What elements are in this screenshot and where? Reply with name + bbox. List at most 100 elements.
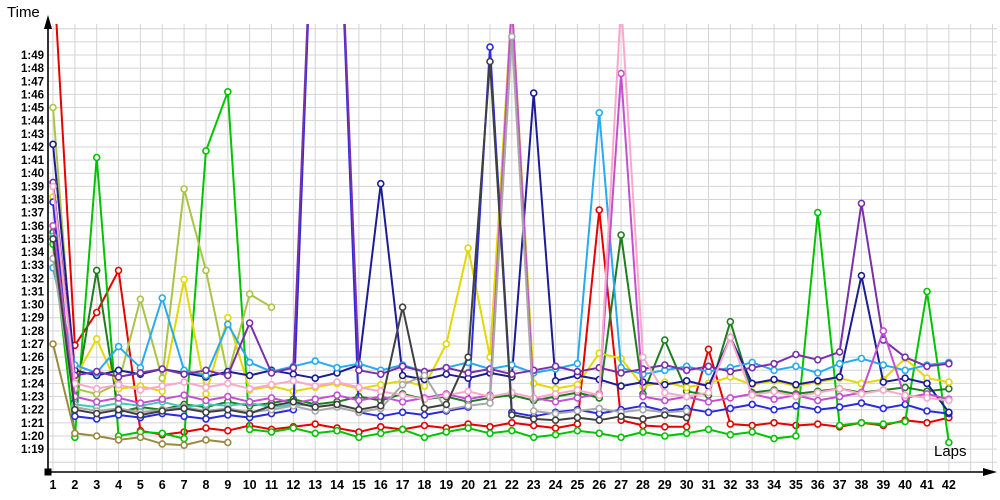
y-tick-label: 1:49	[21, 50, 44, 62]
data-point-pink	[442, 391, 451, 400]
series-layer	[49, 24, 953, 450]
series-line-green	[52, 90, 950, 443]
data-point-dark-gray	[92, 409, 101, 418]
data-point-sky-blue	[224, 320, 232, 329]
y-tick-label: 1:38	[21, 195, 45, 207]
x-tick-label: 2	[71, 478, 78, 492]
y-tick-label: 1:46	[21, 89, 44, 101]
data-point-gray	[529, 407, 538, 415]
data-point-green	[333, 426, 341, 435]
data-point-navy	[813, 376, 822, 385]
data-point-orchid	[398, 397, 407, 406]
data-point-dark-green	[945, 384, 953, 393]
data-point-pink	[792, 392, 800, 401]
data-point-red	[748, 421, 757, 430]
data-point-green	[311, 429, 320, 438]
x-tick-label: 11	[265, 478, 278, 492]
data-point-red	[529, 421, 538, 430]
data-point-purple	[289, 363, 298, 372]
data-point-pink	[551, 390, 560, 398]
axes	[44, 15, 997, 476]
data-point-pink	[398, 391, 407, 400]
data-point-navy	[770, 375, 778, 384]
data-point-red	[420, 421, 429, 430]
data-point-purple	[136, 369, 145, 377]
data-point-orchid	[224, 392, 232, 401]
data-point-purple	[857, 199, 866, 208]
data-point-gray	[486, 399, 494, 407]
x-tick-labels: 1 2 3 4 5 6 7 8 9 10 11 12 13 14 15 16 17 18 19 20 21 22 23 24 2…	[50, 478, 956, 492]
data-point-navy	[442, 370, 451, 379]
data-point-red	[813, 420, 822, 428]
x-tick-label: 38	[854, 478, 868, 492]
y-tick-label: 1:41	[21, 155, 45, 167]
data-point-orchid	[879, 327, 888, 335]
series-red	[55, 24, 953, 439]
x-tick-label: 7	[181, 478, 188, 492]
data-point-blue	[770, 405, 778, 414]
data-point-green	[158, 429, 167, 438]
data-point-dark-gray	[158, 407, 167, 415]
y-tick-label: 1:24	[21, 378, 45, 390]
data-point-blue	[813, 405, 822, 414]
data-point-sky-blue	[813, 369, 822, 377]
data-point-purple	[726, 367, 735, 376]
data-point-yellow-green	[202, 266, 210, 275]
data-point-yellow-green	[49, 103, 57, 112]
y-tick-label: 1:23	[21, 392, 44, 404]
data-point-orchid	[92, 397, 101, 406]
data-point-pink	[355, 383, 363, 392]
data-point-dark-green	[92, 266, 101, 275]
x-tick-label: 35	[789, 478, 803, 492]
data-point-navy	[682, 376, 691, 385]
data-point-sky-blue	[311, 357, 320, 365]
data-point-dark-gray	[639, 415, 647, 423]
data-point-sky-blue	[595, 109, 604, 117]
data-point-blue	[420, 411, 429, 419]
data-point-purple	[224, 371, 232, 380]
x-tick-label: 4	[115, 478, 122, 492]
data-point-navy	[945, 408, 953, 417]
data-point-sky-blue	[835, 359, 844, 368]
data-point-dark-khaki	[224, 438, 232, 447]
data-point-dark-green	[726, 317, 735, 326]
data-point-red	[682, 422, 691, 431]
data-point-dark-gray	[617, 412, 625, 421]
data-point-yellow	[224, 313, 232, 322]
data-point-gray	[573, 407, 582, 415]
data-point-orchid	[639, 392, 647, 401]
data-point-dark-gray	[660, 411, 669, 419]
data-point-yellow	[682, 383, 691, 392]
data-point-blue	[923, 407, 931, 415]
x-tick-label: 21	[483, 478, 497, 492]
data-point-pink	[245, 384, 254, 393]
data-point-blue	[180, 412, 188, 421]
data-point-blue	[486, 43, 494, 51]
data-point-gray	[595, 404, 604, 413]
y-tick-label: 1:48	[21, 63, 45, 75]
data-point-green	[617, 433, 625, 442]
data-point-purple	[704, 362, 713, 371]
x-tick-label: 41	[920, 478, 934, 492]
data-point-dark-khaki	[202, 436, 210, 444]
data-point-red	[660, 422, 669, 431]
data-point-green	[835, 421, 844, 430]
data-point-dark-gray	[224, 405, 232, 414]
data-point-gray	[420, 371, 429, 380]
data-point-orchid	[311, 395, 320, 404]
series-dark-green	[49, 228, 953, 417]
x-tick-label: 36	[811, 478, 825, 492]
data-point-green	[289, 424, 298, 432]
data-point-dark-gray	[49, 235, 57, 243]
data-point-purple	[770, 359, 778, 368]
data-point-orchid	[333, 391, 341, 400]
data-point-blue	[748, 400, 757, 409]
data-point-green	[180, 434, 188, 443]
x-tick-label: 12	[286, 478, 300, 492]
data-point-gray	[508, 32, 516, 41]
x-tick-label: 37	[833, 478, 847, 492]
x-tick-label: 33	[745, 478, 759, 492]
x-tick-label: 14	[330, 478, 344, 492]
data-point-pink	[748, 391, 757, 400]
data-point-dark-gray	[398, 303, 407, 312]
